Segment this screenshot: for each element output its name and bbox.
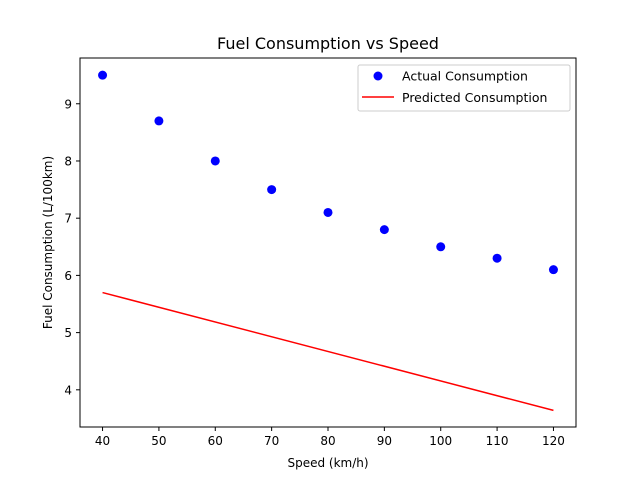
y-tick-label: 6 [64, 269, 72, 283]
actual-consumption-point [210, 156, 220, 166]
x-tick-label: 100 [429, 434, 452, 448]
x-tick-label: 110 [486, 434, 509, 448]
y-axis-label: Fuel Consumption (L/100km) [41, 156, 55, 329]
axes-frame [79, 57, 577, 428]
y-axis: 4 5 6 7 8 9 [64, 97, 80, 397]
legend: Actual Consumption Predicted Consumption [357, 64, 571, 112]
x-axis-label: Speed (km/h) [287, 456, 368, 470]
y-tick-label: 7 [64, 212, 72, 226]
x-tick-label: 80 [320, 434, 335, 448]
x-tick-label: 40 [95, 434, 110, 448]
y-tick-label: 5 [64, 326, 72, 340]
actual-consumption-point [492, 253, 502, 263]
x-tick-label: 120 [542, 434, 565, 448]
x-tick-label: 50 [151, 434, 166, 448]
actual-consumption-point [98, 70, 108, 80]
legend-label-predicted: Predicted Consumption [402, 90, 547, 105]
y-tick-label: 4 [64, 383, 72, 397]
y-tick-label: 9 [64, 97, 72, 111]
x-tick-label: 90 [377, 434, 392, 448]
actual-consumption-point [267, 185, 277, 195]
actual-consumption-point [548, 265, 558, 275]
legend-label-actual: Actual Consumption [402, 69, 528, 84]
legend-marker-actual [373, 71, 383, 81]
predicted-consumption-line [102, 291, 554, 412]
actual-consumption-point [154, 116, 164, 126]
legend-frame [357, 64, 571, 112]
x-tick-label: 70 [264, 434, 279, 448]
actual-consumption-point [323, 207, 333, 217]
actual-consumption-point [436, 242, 446, 252]
chart-title: Fuel Consumption vs Speed [217, 34, 439, 53]
x-axis: 40 50 60 70 80 90 100 110 120 [95, 427, 565, 448]
x-tick-label: 60 [208, 434, 223, 448]
actual-consumption-point [379, 225, 389, 235]
plot-area [98, 70, 558, 412]
y-tick-label: 8 [64, 154, 72, 168]
